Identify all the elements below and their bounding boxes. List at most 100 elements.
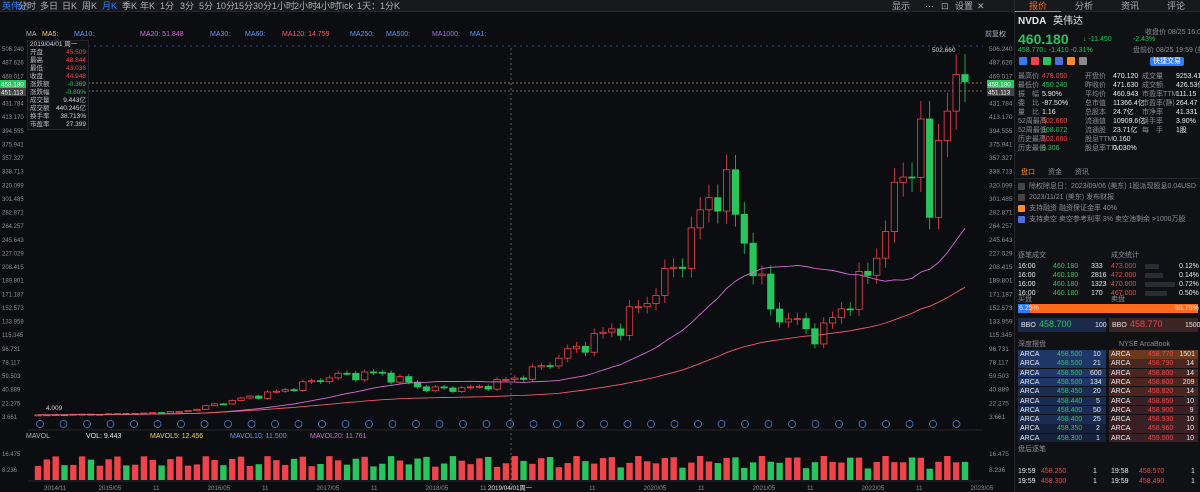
- stat-bar: [1145, 264, 1159, 269]
- depth-ask-row: [1109, 359, 1198, 368]
- toolbar-item[interactable]: 月K: [102, 1, 118, 11]
- candle: [776, 308, 784, 323]
- candle: [193, 408, 201, 412]
- event-marker: [271, 420, 279, 428]
- display-menu[interactable]: 显示: [892, 1, 911, 11]
- toolbar-item[interactable]: 2小时: [294, 1, 318, 11]
- candle: [272, 390, 280, 393]
- volume-bar: [78, 456, 86, 480]
- chart-toolbar: 英伟达 分时 多日 日K 周K 月K 季K 年K 1分 3分 5分 10分 15分 30分 1小时 2小时 4小…: [0, 0, 1014, 12]
- tape-time2: 19:58: [1111, 468, 1129, 475]
- candle: [511, 377, 519, 380]
- chart-icon[interactable]: [1031, 57, 1039, 65]
- flag-icon[interactable]: [1019, 57, 1027, 65]
- toolbar-item[interactable]: 3分: [180, 1, 195, 11]
- volume-bar: [237, 456, 245, 480]
- tab-2[interactable]: 资讯: [1120, 1, 1139, 11]
- bid-qty: 21: [1093, 360, 1101, 368]
- toolbar-item[interactable]: 4小时: [316, 1, 340, 11]
- stat-label: 52周最高: [1018, 118, 1047, 125]
- sub-tab[interactable]: 资金: [1048, 169, 1062, 176]
- toolbar-item[interactable]: 分时: [18, 1, 37, 11]
- price-tick-left: 245.643: [2, 238, 24, 244]
- event-marker: [858, 420, 867, 428]
- star-icon[interactable]: [1067, 57, 1075, 65]
- toolbar-item[interactable]: 5分: [199, 1, 214, 11]
- candle: [661, 268, 669, 296]
- candle: [678, 266, 687, 269]
- tab-1[interactable]: 分析: [1074, 1, 1093, 11]
- volume-bar: [705, 461, 713, 480]
- book-name: NYSE ArcaBook: [1119, 341, 1170, 348]
- volume-bar: [440, 463, 448, 480]
- stat-value: 502.660: [1042, 118, 1068, 125]
- event-marker: [106, 420, 115, 428]
- alert-icon[interactable]: [1043, 57, 1051, 65]
- price-tick: 189.801: [989, 278, 1013, 285]
- sell-pct: 93.75%: [1175, 305, 1199, 312]
- info-key: 涨跌幅: [30, 89, 50, 96]
- toolbar-item[interactable]: 季K: [122, 1, 138, 11]
- price-tick: 208.415: [989, 264, 1013, 271]
- stat-label: 最低价: [1018, 82, 1039, 89]
- share-icon[interactable]: [1055, 57, 1063, 65]
- sub-tab[interactable]: 资讯: [1075, 169, 1089, 176]
- toolbar-item[interactable]: 日K: [62, 1, 78, 11]
- tab-3[interactable]: 评论: [1166, 1, 1185, 11]
- price-tick-left: 40.889: [2, 388, 21, 394]
- volume-bar: [652, 463, 660, 480]
- price-tick: 78.117: [989, 359, 1009, 366]
- toolbar-item[interactable]: Tick: [337, 1, 354, 11]
- volume-bar: [785, 457, 792, 480]
- stat-price: 470.000: [1111, 281, 1137, 288]
- window-control-icon[interactable]: ⊡: [941, 1, 949, 11]
- price-tick: 357.327: [989, 155, 1013, 162]
- toolbar-item[interactable]: 1分: [160, 1, 175, 11]
- x-tick: 11: [262, 485, 269, 492]
- toolbar-item[interactable]: 多日: [40, 1, 59, 11]
- event-marker: [835, 420, 843, 428]
- ma-item: MA1000:: [432, 31, 461, 38]
- toolbar-item[interactable]: 英伟达: [2, 1, 30, 11]
- depth-bid-row: [1018, 350, 1106, 359]
- tab-0[interactable]: 报价: [1015, 0, 1061, 12]
- price-tick: 115.345: [989, 332, 1012, 339]
- toolbar-item[interactable]: 15分: [234, 1, 254, 11]
- sub-tab[interactable]: 盘口: [1021, 169, 1035, 176]
- candle: [166, 411, 175, 414]
- depth-header: 深度摆盘: [1018, 341, 1046, 348]
- toolbar-item[interactable]: 1天：1分K: [357, 1, 401, 11]
- event-marker: [59, 420, 68, 428]
- bid-venue: ARCA: [1020, 425, 1040, 433]
- fast-trade-button[interactable]: 快捷交易: [1150, 57, 1184, 66]
- x-tick: 11: [371, 485, 378, 492]
- window-control-icon[interactable]: ✕: [977, 1, 985, 11]
- volume-bar: [370, 466, 377, 480]
- order-price: 460.180: [1053, 263, 1079, 270]
- premarket: 458.770↓ -1.410 -0.31%: [1018, 47, 1093, 54]
- price-tick-left: 394.555: [2, 129, 24, 135]
- tape-qty2: 1: [1191, 478, 1195, 485]
- toolbar-item[interactable]: 周K: [82, 1, 98, 11]
- ask-qty: 10: [1186, 425, 1194, 433]
- price-chart[interactable]: 506.240 506.240 487.626 487.626 469.017 469.0…: [0, 12, 1014, 492]
- volume-bar: [308, 466, 315, 480]
- candle: [749, 242, 757, 277]
- toolbar-item[interactable]: 10分: [216, 1, 236, 11]
- depth-bid-row: [1018, 377, 1106, 387]
- order-qty: 2816: [1091, 272, 1107, 279]
- candle: [369, 371, 378, 374]
- toolbar-item[interactable]: 年K: [140, 1, 156, 11]
- candle: [617, 328, 625, 336]
- settings-menu[interactable]: 设置: [955, 1, 974, 11]
- toolbar-item[interactable]: 1小时: [272, 1, 296, 11]
- stat-label: 股息TTM: [1085, 136, 1114, 143]
- calc-icon[interactable]: [1079, 57, 1087, 65]
- window-control-icon[interactable]: ⋯: [925, 1, 934, 11]
- event-marker: [153, 420, 162, 428]
- toolbar-item[interactable]: 30分: [253, 1, 273, 11]
- restore-button[interactable]: 前复权: [985, 31, 1006, 38]
- candle: [484, 385, 492, 390]
- price-tick-left: 3.661: [2, 415, 18, 421]
- volume-bar: [52, 456, 59, 480]
